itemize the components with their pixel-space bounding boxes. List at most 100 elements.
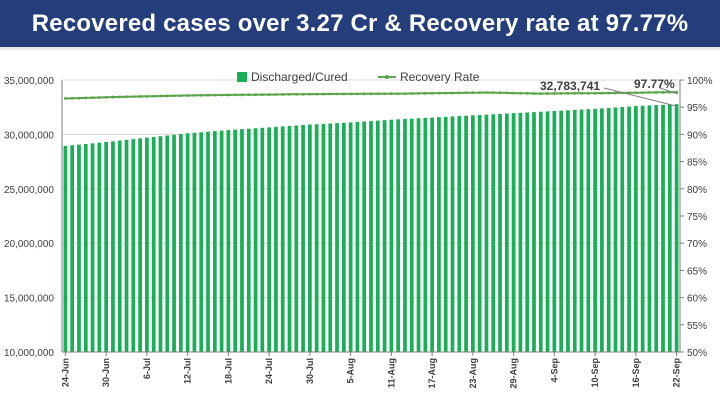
recovery-rate-point	[464, 91, 468, 95]
recovery-rate-point	[593, 91, 597, 95]
recovery-rate-point	[179, 94, 183, 98]
y-right-tick-label: 80%	[687, 185, 707, 196]
x-tick-label: 30-Jun	[101, 358, 111, 387]
y-left-tick-label: 15,000,000	[4, 294, 54, 305]
x-tick-label: 22-Sep	[672, 357, 682, 387]
recovery-rate-point	[600, 91, 604, 95]
discharged-bar	[63, 145, 68, 352]
discharged-bar	[267, 127, 271, 352]
discharged-bar	[219, 130, 224, 352]
discharged-bar	[538, 111, 543, 352]
page-title: Recovered cases over 3.27 Cr & Recovery …	[31, 9, 689, 37]
discharged-bar	[586, 109, 591, 352]
recovery-rate-point	[152, 94, 156, 98]
discharged-bar	[328, 123, 333, 353]
discharged-bar	[654, 105, 659, 352]
recovery-rate-point	[77, 96, 81, 100]
recovery-rate-point	[159, 94, 162, 98]
discharged-bar	[138, 138, 142, 352]
discharged-bar	[613, 107, 618, 352]
recovery-rate-point	[349, 92, 353, 96]
discharged-bar	[117, 140, 122, 352]
recovery-rate-point	[444, 91, 448, 95]
recovery-rate-point	[294, 92, 298, 96]
recovery-rate-point	[254, 93, 257, 97]
recovery-rate-point	[193, 93, 196, 97]
discharged-bar	[600, 108, 604, 352]
discharged-bar	[124, 139, 129, 352]
title-divider	[0, 47, 720, 50]
discharged-bar	[430, 117, 434, 352]
discharged-bar	[593, 108, 597, 352]
recovery-rate-point	[451, 91, 454, 95]
discharged-bar	[287, 125, 292, 352]
recovery-rate-point	[478, 91, 482, 95]
recovery-rate-point	[267, 93, 271, 96]
recovery-rate-point	[641, 91, 645, 94]
recovery-rate-point	[532, 92, 536, 95]
discharged-bar	[111, 141, 115, 352]
x-tick-label: 12-Jul	[183, 358, 193, 384]
recovery-rate-point	[627, 91, 631, 95]
recovery-rate-point	[661, 90, 665, 94]
recovery-rate-point	[226, 93, 230, 97]
discharged-bar	[633, 106, 638, 352]
y-right-tick-label: 90%	[687, 130, 707, 141]
discharged-bar	[620, 107, 625, 352]
recovery-rate-point	[614, 91, 617, 95]
recovery-rate-point	[97, 96, 101, 99]
recovery-rate-point	[389, 92, 393, 96]
recovery-rate-point	[586, 91, 590, 95]
discharged-bar	[104, 142, 109, 352]
y-right-tick-label: 55%	[687, 321, 707, 332]
recovery-rate-point	[274, 93, 278, 96]
y-left-tick-label: 35,000,000	[4, 76, 54, 87]
discharged-bar	[396, 119, 401, 352]
recovery-rate-point	[362, 92, 366, 96]
x-tick-label: 29-Aug	[509, 358, 519, 389]
x-tick-label: 30-Jul	[305, 358, 315, 384]
title-banner: Recovered cases over 3.27 Cr & Recovery …	[0, 0, 720, 47]
recovery-rate-point	[145, 94, 149, 98]
recovery-rate-point	[125, 95, 128, 99]
discharged-bar	[294, 125, 299, 352]
discharged-bar	[627, 106, 631, 352]
discharged-bar	[579, 109, 584, 352]
discharged-bar	[450, 116, 455, 352]
recovery-rate-point	[525, 91, 529, 95]
recovery-rate-point	[539, 92, 543, 95]
discharged-bar	[409, 118, 414, 353]
discharged-bar	[416, 118, 421, 353]
x-tick-label: 23-Aug	[468, 358, 478, 389]
recovery-rate-point	[654, 91, 658, 94]
callout-line-rate	[659, 87, 679, 95]
discharged-bar	[335, 123, 339, 352]
recovery-rate-point	[247, 93, 251, 97]
x-tick-label: 18-Jul	[223, 358, 233, 384]
discharged-bar	[314, 124, 319, 352]
discharged-bar	[491, 114, 496, 352]
discharged-bar	[192, 132, 197, 352]
discharged-bar	[77, 144, 81, 352]
y-left-tick-label: 20,000,000	[4, 239, 54, 250]
discharged-bar	[532, 112, 536, 352]
discharged-bar	[511, 113, 516, 353]
recovery-rate-point	[648, 91, 651, 94]
recovery-rate-point	[111, 95, 115, 99]
y-right-tick-label: 95%	[687, 103, 707, 114]
discharged-bar	[403, 118, 407, 352]
x-axis-ticks: 24-Jun 30-Jun 6-Jul 12-Jul 18-Jul 24-Jul 30-Ju…	[60, 352, 682, 389]
discharged-bar	[477, 114, 482, 352]
discharged-bar	[212, 131, 217, 352]
y-left-tick-label: 30,000,000	[4, 130, 54, 141]
discharged-bar	[158, 136, 163, 352]
annotation-total: 32,783,741	[540, 79, 600, 93]
y-right-tick-label: 100%	[687, 76, 713, 87]
legend-label-recovery: Recovery Rate	[400, 70, 480, 84]
discharged-bar	[375, 120, 380, 352]
discharged-bar	[362, 121, 367, 352]
recovery-rate-point	[328, 92, 332, 96]
discharged-bar	[199, 132, 204, 352]
recovery-rate-point	[315, 92, 319, 96]
recovery-rate-point	[580, 91, 583, 95]
